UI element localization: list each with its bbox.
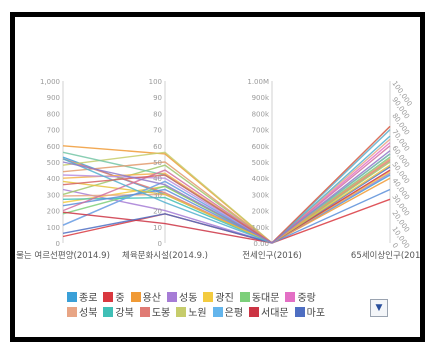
series-line-강동[interactable] — [62, 150, 391, 244]
legend-label: 성북 — [79, 308, 98, 319]
series-line-은평[interactable] — [62, 129, 391, 244]
series-line-서초[interactable] — [62, 158, 391, 244]
legend-swatch — [249, 306, 260, 317]
axis-tick-label: 0 — [390, 242, 399, 250]
series-line-관악[interactable] — [62, 145, 391, 244]
axis-tick-label: 200 — [47, 208, 60, 216]
legend-item[interactable]: 중랑 — [285, 289, 316, 304]
axis-tick-label: 400k — [252, 175, 270, 183]
legend-item[interactable]: 노원 — [176, 304, 207, 319]
legend-label: 광진 — [215, 293, 234, 304]
axis-tick-label: 60 — [153, 143, 162, 151]
series-line-송파[interactable] — [62, 125, 391, 244]
legend-label: 용산 — [142, 293, 162, 304]
legend-item[interactable]: 강북 — [103, 304, 134, 319]
legend-row: 종로 중 용산 성동 광진 동대문 중랑 — [67, 289, 397, 304]
axis-tick-label: 80 — [153, 110, 162, 118]
legend-label: 서대문 — [261, 308, 289, 319]
series-line-마포[interactable] — [62, 166, 391, 244]
legend-item[interactable]: 마포 — [294, 304, 326, 319]
legend-item[interactable]: 서대문 — [249, 304, 289, 319]
axis-tick-label: 40 — [153, 175, 162, 183]
legend-swatch — [294, 306, 305, 317]
legend-swatch — [239, 291, 250, 302]
legend-swatch — [167, 291, 178, 302]
legend-swatch — [176, 306, 187, 317]
series-line-영등포[interactable] — [62, 164, 391, 244]
series-line-서대문[interactable] — [62, 169, 391, 244]
legend-item[interactable]: 성북 — [67, 304, 97, 319]
axis-title: 65세이상인구(2016) — [351, 250, 420, 261]
legend-label: 성동 — [179, 293, 198, 304]
axis-tick-label: 1,000 — [40, 78, 60, 86]
chart-frame: 0 100 200 300 400 500 600 700 800 900 1,000 물는 여르선편… — [10, 12, 425, 342]
axis-tick-label: 300k — [252, 191, 270, 199]
axis-tick-label: 600 — [47, 143, 60, 151]
axis-tick-label: 400 — [47, 175, 60, 183]
legend-label: 도봉 — [151, 308, 171, 319]
axis-tick-label: 100k — [252, 224, 270, 232]
axis-tick-label: 0 — [158, 240, 162, 248]
axis-tick-label: 800k — [252, 110, 270, 118]
axis-tick-label: 600k — [252, 143, 270, 151]
axis-tick-label: 300 — [47, 191, 60, 199]
series-lines-layer — [62, 125, 391, 244]
legend-item[interactable]: 은평 — [212, 304, 244, 319]
axis-tick-label: 500 — [47, 159, 60, 167]
axis-tick-label: 0 — [56, 240, 60, 248]
axis-tick-label: 200k — [252, 208, 270, 216]
axis-tick-label: 100 — [149, 78, 162, 86]
axis-tick-label: 20 — [153, 208, 162, 216]
legend-label: 강북 — [115, 308, 134, 319]
legend-swatch — [139, 306, 150, 317]
legend-label: 노원 — [188, 308, 207, 319]
axis-tick-label: 900k — [252, 94, 270, 102]
legend-label: 은평 — [224, 308, 244, 319]
axis-tick-label: 50 — [153, 159, 162, 167]
legend-label: 종로 — [79, 293, 98, 304]
legend-swatch — [67, 306, 77, 317]
axis-tick-label: 0.00 — [253, 240, 269, 248]
axis-tick-label: 10 — [153, 224, 162, 232]
series-line-강남[interactable] — [62, 135, 391, 244]
axis-tick-label: 900 — [47, 94, 60, 102]
legend-item[interactable]: 동대문 — [239, 289, 280, 304]
axis-tick-label: 500k — [252, 159, 270, 167]
axis-tick-label: 700k — [252, 127, 270, 135]
axis-title: 체육문화시설(2014.9.) — [122, 250, 208, 261]
legend-label: 마포 — [306, 308, 326, 319]
axis-tick-label: 700 — [47, 127, 60, 135]
legend-swatch — [203, 291, 214, 302]
legend-row: 성북 강북 도봉 노원 은평 서대문 마포 — [67, 304, 397, 319]
axis-tick-label: 30 — [153, 191, 162, 199]
legend-item[interactable]: 종로 — [67, 289, 97, 304]
legend-swatch — [103, 306, 114, 317]
axis-tick-label: 1.00M — [247, 78, 269, 86]
legend: 종로 중 용산 성동 광진 동대문 중랑 성북 강북 도봉 노원 은평 서대문 마포 — [67, 289, 397, 319]
legend-item[interactable]: 도봉 — [139, 304, 171, 319]
axis-tick-label: 100 — [47, 224, 60, 232]
legend-label: 동대문 — [251, 293, 280, 304]
axis-title: 전세인구(2016) — [242, 250, 302, 261]
legend-label: 중 — [115, 293, 125, 304]
axis-tick-label: 70 — [153, 127, 162, 135]
legend-swatch — [103, 291, 114, 302]
legend-next-page-button[interactable]: ▼ — [370, 299, 388, 317]
series-line-금천[interactable] — [62, 188, 391, 244]
legend-item[interactable]: 용산 — [130, 289, 162, 304]
axis-tick-label: 90 — [153, 94, 162, 102]
legend-swatch — [130, 291, 141, 302]
axis-tick-label: 800 — [47, 110, 60, 118]
legend-swatch — [285, 291, 296, 302]
legend-label: 중랑 — [297, 293, 316, 304]
legend-item[interactable]: 중 — [103, 289, 125, 304]
axis-title: 물는 여르선편양(2014.9) — [16, 250, 110, 261]
legend-swatch — [67, 291, 77, 302]
legend-item[interactable]: 성동 — [167, 289, 197, 304]
legend-swatch — [212, 306, 223, 317]
legend-item[interactable]: 광진 — [203, 289, 234, 304]
